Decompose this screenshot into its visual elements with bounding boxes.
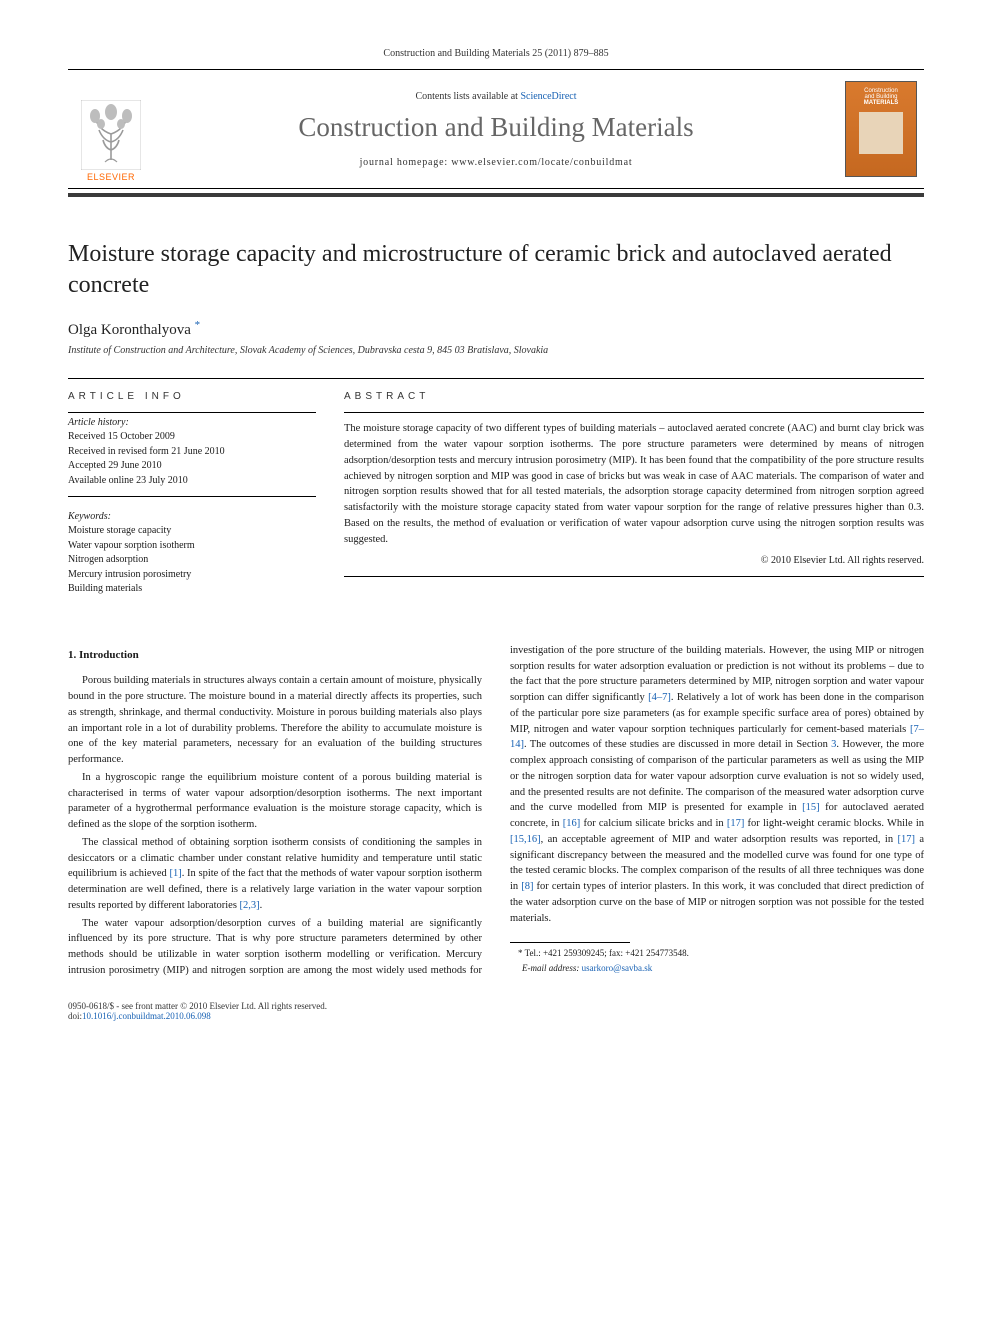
footer-left: 0950-0618/$ - see front matter © 2010 El…	[68, 1001, 327, 1021]
doi-line: doi:10.1016/j.conbuildmat.2010.06.098	[68, 1011, 327, 1021]
article-info-heading: ARTICLE INFO	[68, 379, 316, 412]
text-run: for calcium silicate bricks and in	[580, 818, 727, 829]
doi-link[interactable]: 10.1016/j.conbuildmat.2010.06.098	[82, 1011, 211, 1021]
footnote-separator	[510, 942, 630, 943]
text-run: , an acceptable agreement of MIP and wat…	[541, 834, 898, 845]
journal-title: Construction and Building Materials	[298, 112, 693, 143]
doi-prefix: doi:	[68, 1011, 82, 1021]
publisher-logo: ELSEVIER	[68, 70, 154, 188]
citation-line: Construction and Building Materials 25 (…	[68, 48, 924, 59]
citation-link[interactable]: [17]	[897, 834, 915, 845]
publisher-name: ELSEVIER	[87, 172, 135, 182]
body-paragraph: The classical method of obtaining sorpti…	[68, 835, 482, 914]
section-1-heading: 1. Introduction	[68, 647, 482, 664]
article-history-block: Received 15 October 2009 Received in rev…	[68, 430, 316, 497]
body-paragraph: In a hygroscopic range the equilibrium m…	[68, 770, 482, 833]
article-info-column: ARTICLE INFO Article history: Received 1…	[68, 379, 316, 615]
author-corresponding-mark[interactable]: *	[195, 319, 201, 331]
author-line: Olga Koronthalyova *	[68, 319, 924, 339]
abstract-column: ABSTRACT The moisture storage capacity o…	[344, 379, 924, 615]
journal-homepage-line: journal homepage: www.elsevier.com/locat…	[360, 157, 633, 168]
body-two-column: 1. Introduction Porous building material…	[68, 643, 924, 979]
email-label: E-mail address:	[522, 963, 582, 973]
cover-line-3: MATERIALS	[864, 100, 899, 106]
journal-cover-thumb: Construction and Building MATERIALS	[838, 70, 924, 188]
history-online: Available online 23 July 2010	[68, 474, 316, 489]
contents-prefix: Contents lists available at	[415, 91, 520, 102]
citation-link[interactable]: [4–7]	[648, 692, 671, 703]
email-link[interactable]: usarkoro@savba.sk	[582, 963, 653, 973]
keyword-item: Nitrogen adsorption	[68, 553, 316, 568]
homepage-prefix: journal homepage:	[360, 157, 452, 168]
text-run: for light-weight ceramic blocks. While i…	[744, 818, 924, 829]
body-paragraph: Porous building materials in structures …	[68, 673, 482, 768]
affiliation: Institute of Construction and Architectu…	[68, 345, 924, 356]
text-run: for certain types of interior plasters. …	[510, 881, 924, 924]
history-revised: Received in revised form 21 June 2010	[68, 445, 316, 460]
citation-link[interactable]: [16]	[563, 818, 581, 829]
text-run: .	[260, 900, 263, 911]
contents-available-line: Contents lists available at ScienceDirec…	[415, 91, 576, 102]
text-run: . The outcomes of these studies are disc…	[524, 739, 831, 750]
citation-link[interactable]: [15]	[802, 802, 820, 813]
abstract-text: The moisture storage capacity of two dif…	[344, 421, 924, 547]
citation-link[interactable]: [1]	[169, 868, 181, 879]
keyword-item: Moisture storage capacity	[68, 524, 316, 539]
footnote-block: * Tel.: +421 259309245; fax: +421 254773…	[510, 942, 924, 974]
citation-link[interactable]: [8]	[521, 881, 533, 892]
author-name: Olga Koronthalyova	[68, 322, 191, 338]
abstract-heading: ABSTRACT	[344, 379, 924, 412]
journal-header: ELSEVIER Contents lists available at Sci…	[68, 69, 924, 189]
keyword-item: Water vapour sorption isotherm	[68, 539, 316, 554]
keywords-head: Keywords:	[68, 507, 316, 522]
sciencedirect-link[interactable]: ScienceDirect	[520, 91, 576, 102]
article-title: Moisture storage capacity and microstruc…	[68, 239, 924, 301]
article-history-head: Article history:	[68, 412, 316, 428]
corresponding-contact: * Tel.: +421 259309245; fax: +421 254773…	[510, 947, 924, 960]
keywords-block: Moisture storage capacity Water vapour s…	[68, 524, 316, 605]
copyright-line: © 2010 Elsevier Ltd. All rights reserved…	[344, 555, 924, 566]
history-received: Received 15 October 2009	[68, 430, 316, 445]
elsevier-tree-icon	[81, 100, 141, 170]
corresponding-email-line: E-mail address: usarkoro@savba.sk	[510, 962, 924, 975]
cover-inner-graphic	[859, 112, 903, 154]
homepage-url: www.elsevier.com/locate/conbuildmat	[451, 157, 632, 168]
header-rule	[68, 193, 924, 197]
citation-link[interactable]: [15,16]	[510, 834, 541, 845]
history-accepted: Accepted 29 June 2010	[68, 459, 316, 474]
page-footer: 0950-0618/$ - see front matter © 2010 El…	[68, 1001, 924, 1021]
citation-link[interactable]: [17]	[727, 818, 745, 829]
keyword-item: Building materials	[68, 582, 316, 597]
citation-link[interactable]: [2,3]	[240, 900, 260, 911]
keyword-item: Mercury intrusion porosimetry	[68, 568, 316, 583]
front-matter-line: 0950-0618/$ - see front matter © 2010 El…	[68, 1001, 327, 1011]
